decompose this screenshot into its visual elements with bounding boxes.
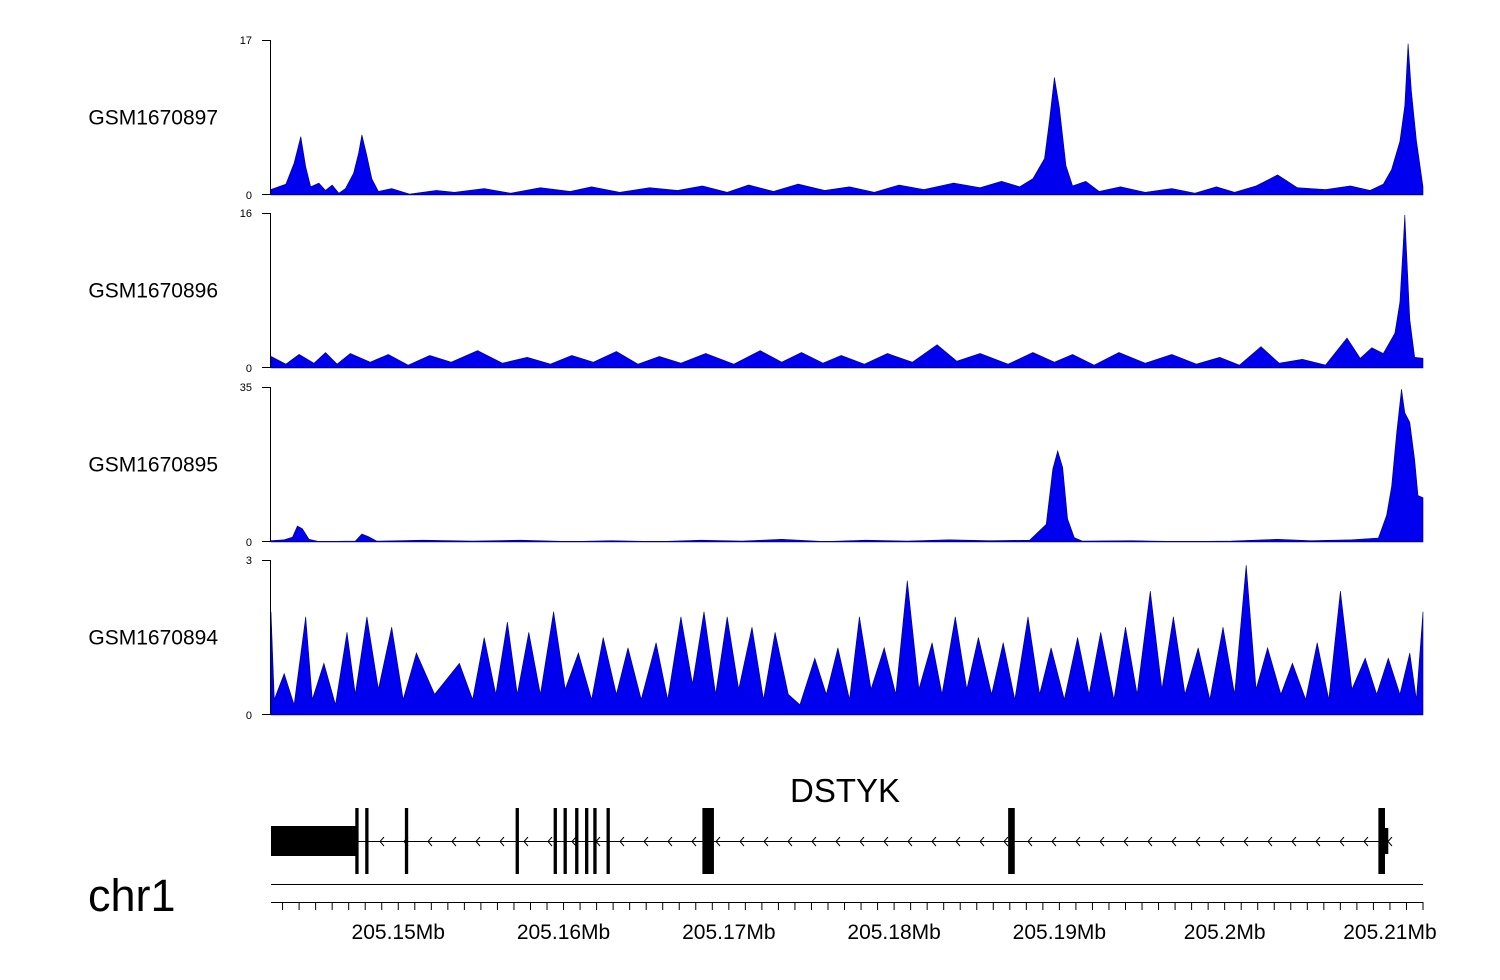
- exon-block: [563, 808, 567, 874]
- strand-arrow: [1051, 836, 1057, 847]
- exon-block: [515, 808, 519, 874]
- track-ymax-label: 16: [240, 208, 252, 220]
- strand-arrow: [763, 836, 769, 847]
- track-name-label: GSM1670894: [88, 627, 218, 650]
- track-signal-area: [270, 389, 1424, 543]
- track-ymax-label: 3: [246, 555, 252, 567]
- exon-block: [553, 808, 557, 874]
- utr-end-block: [1384, 828, 1389, 854]
- strand-arrow: [667, 836, 673, 847]
- strand-arrow: [1219, 836, 1225, 847]
- track-ymin-label: 0: [246, 363, 252, 375]
- strand-arrow: [547, 836, 553, 847]
- strand-arrow: [1027, 836, 1033, 847]
- exon-block: [355, 808, 359, 874]
- strand-arrow: [1267, 836, 1273, 847]
- exon-block: [575, 808, 579, 874]
- signal-tracks: GSM1670897170GSM1670896160GSM1670895350G…: [88, 35, 1424, 722]
- strand-arrow: [1123, 836, 1129, 847]
- exon-block: [593, 808, 597, 874]
- strand-arrow: [1387, 836, 1393, 847]
- genome-axis: chr1 205.15Mb 205.16Mb 205.17Mb 205.18Mb 205…: [88, 870, 1437, 944]
- strand-arrow: [691, 836, 697, 847]
- exon-block: [606, 808, 610, 874]
- strand-arrow: [1243, 836, 1249, 847]
- strand-arrow: [523, 836, 529, 847]
- track-ymin-label: 0: [246, 190, 252, 202]
- strand-arrow: [475, 836, 481, 847]
- strand-arrow: [859, 836, 865, 847]
- track-ymax-label: 35: [240, 382, 252, 394]
- exon-block: [365, 808, 369, 874]
- strand-arrow: [619, 836, 625, 847]
- track-gsm1670895: GSM1670895 35 0: [88, 382, 1424, 549]
- track-name-label: GSM1670897: [88, 107, 218, 130]
- strand-arrow: [1147, 836, 1153, 847]
- chromosome-label: chr1: [88, 870, 176, 921]
- track-gsm1670894: GSM1670894 3 0: [88, 555, 1424, 722]
- exon-block: [585, 808, 589, 874]
- strand-arrow: [1291, 836, 1297, 847]
- track-signal-area: [270, 214, 1424, 369]
- strand-arrow: [907, 836, 913, 847]
- strand-arrow: [1363, 836, 1369, 847]
- strand-arrow: [883, 836, 889, 847]
- strand-arrow: [1099, 836, 1105, 847]
- track-name-label: GSM1670895: [88, 454, 218, 477]
- strand-arrow: [955, 836, 961, 847]
- track-ymax-label: 17: [240, 35, 252, 47]
- axis-tick-label: 205.16Mb: [517, 921, 610, 944]
- strand-arrow: [811, 836, 817, 847]
- exon-block: [1378, 808, 1385, 874]
- track-gsm1670896: GSM1670896 16 0: [88, 208, 1424, 375]
- axis-tick-label: 205.21Mb: [1343, 921, 1436, 944]
- track-signal-area: [270, 565, 1424, 716]
- strand-arrow: [1171, 836, 1177, 847]
- strand-arrow: [979, 836, 985, 847]
- gene-model-track: DSTYK: [271, 772, 1393, 874]
- strand-arrow: [427, 836, 433, 847]
- strand-arrow: [1003, 836, 1009, 847]
- axis-tick-label: 205.19Mb: [1013, 921, 1106, 944]
- axis-tick-label: 205.15Mb: [352, 921, 445, 944]
- strand-arrow: [379, 836, 385, 847]
- strand-arrow: [931, 836, 937, 847]
- utr-block: [271, 826, 357, 856]
- strand-arrow: [739, 836, 745, 847]
- strand-arrow: [835, 836, 841, 847]
- track-gsm1670897: GSM1670897 17 0: [88, 35, 1424, 202]
- exon-block: [702, 808, 714, 874]
- axis-tick-label: 205.17Mb: [682, 921, 775, 944]
- track-ymin-label: 0: [246, 537, 252, 549]
- strand-arrow: [1339, 836, 1345, 847]
- track-ymin-label: 0: [246, 710, 252, 722]
- strand-arrow: [715, 836, 721, 847]
- track-name-label: GSM1670896: [88, 280, 218, 303]
- axis-tick-label: 205.18Mb: [847, 921, 940, 944]
- track-signal-area: [270, 43, 1424, 196]
- strand-arrow: [451, 836, 457, 847]
- strand-arrow: [1195, 836, 1201, 847]
- exon-block: [1008, 808, 1015, 874]
- gene-name-label: DSTYK: [790, 772, 900, 809]
- strand-arrow: [499, 836, 505, 847]
- strand-arrow: [1075, 836, 1081, 847]
- strand-arrow: [571, 836, 577, 847]
- axis-tick-label: 205.2Mb: [1184, 921, 1266, 944]
- strand-arrow: [787, 836, 793, 847]
- exon-block: [404, 808, 409, 874]
- strand-arrow: [643, 836, 649, 847]
- strand-arrow: [1315, 836, 1321, 847]
